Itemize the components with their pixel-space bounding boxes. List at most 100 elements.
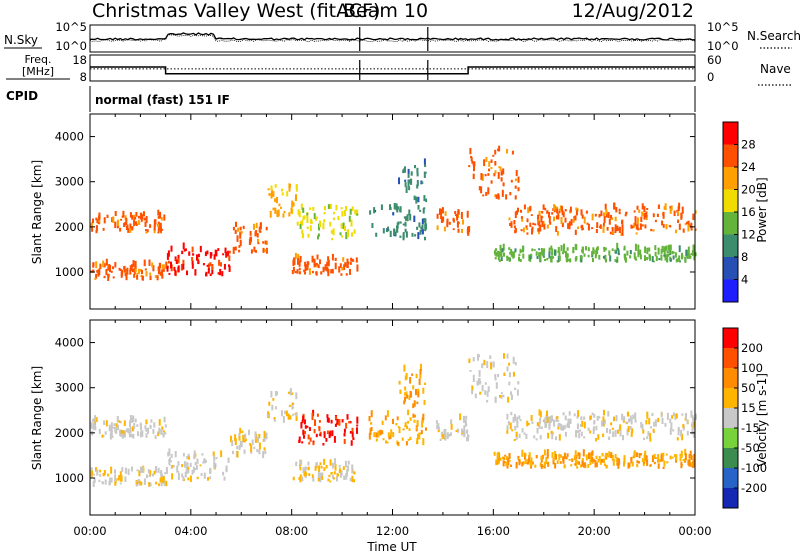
velocity-cell <box>497 460 500 464</box>
power-cell <box>103 275 106 279</box>
velocity-cell <box>201 453 204 456</box>
power-cell <box>157 216 160 219</box>
power-cell <box>278 203 281 207</box>
power-cell <box>330 230 333 234</box>
power-cell <box>342 257 345 262</box>
velocity-cell <box>351 468 354 474</box>
power-cell <box>159 222 162 230</box>
velocity-cell <box>171 464 174 468</box>
velocity-cell <box>419 369 422 375</box>
velocity-cell <box>499 457 502 461</box>
power-cell <box>144 221 147 227</box>
velocity-cell <box>369 428 372 435</box>
velocity-cell <box>688 453 691 458</box>
velocity-cell <box>323 467 326 472</box>
velocity-cell <box>508 453 511 459</box>
power-cell <box>297 260 300 265</box>
power-cell <box>126 267 129 275</box>
velocity-cell <box>591 450 594 456</box>
power-cell <box>660 254 663 261</box>
power-cell <box>644 246 647 254</box>
power-cell <box>538 221 541 227</box>
velocity-cell <box>583 416 586 420</box>
power-cell <box>125 274 128 281</box>
power-colorbar-segment <box>723 167 738 190</box>
velocity-colorbar-segment <box>723 448 738 469</box>
power-cell <box>118 267 121 271</box>
power-cell <box>546 224 549 229</box>
velocity-cell <box>411 373 414 376</box>
velocity-cell <box>187 453 190 457</box>
velocity-cell <box>552 458 555 465</box>
velocity-cell <box>515 461 518 469</box>
power-colorbar-segment <box>723 189 738 213</box>
power-cell <box>568 225 571 230</box>
power-cell <box>514 185 517 189</box>
velocity-cell <box>256 448 259 453</box>
velocity-cell <box>592 428 595 434</box>
velocity-cell <box>661 417 664 424</box>
velocity-cell <box>187 468 190 474</box>
power-cell <box>219 268 222 276</box>
velocity-cell <box>684 453 687 460</box>
power-cell <box>468 165 471 168</box>
power-cell <box>304 271 307 275</box>
velocity-cell <box>535 438 538 441</box>
power-cell <box>389 207 392 210</box>
power-cell <box>577 226 580 229</box>
power-cell <box>566 256 569 263</box>
velocity-cell <box>514 425 517 431</box>
x-tick-label: 16:00 <box>477 524 510 538</box>
power-cell <box>315 262 318 266</box>
power-cell <box>509 251 512 255</box>
velocity-cell <box>558 453 561 461</box>
power-cell <box>510 179 513 183</box>
velocity-cell <box>292 476 295 481</box>
velocity-cell <box>114 481 117 486</box>
velocity-cell <box>603 419 606 425</box>
power-cell <box>316 265 319 268</box>
velocity-cell <box>381 430 384 435</box>
velocity-cell <box>649 464 652 467</box>
velocity-x-ticks <box>89 320 696 515</box>
power-cell <box>232 247 235 254</box>
power-colorbar-segment <box>723 257 738 280</box>
power-cell <box>497 172 500 179</box>
power-cell <box>167 250 170 257</box>
power-cell <box>380 204 383 210</box>
velocity-cell <box>693 453 696 461</box>
power-cell <box>197 260 200 265</box>
noise-panel: N.Sky 10^5 10^0 10^5 10^0 N.Search <box>4 20 800 53</box>
power-cell <box>234 229 237 234</box>
velocity-cell <box>108 424 111 432</box>
velocity-cell <box>98 479 101 482</box>
power-cell <box>327 204 330 209</box>
velocity-cell <box>330 472 333 475</box>
power-cell <box>134 216 137 220</box>
velocity-cell <box>131 466 134 472</box>
power-cell <box>502 168 505 175</box>
x-tick-labels: 00:00 04:00 08:00 12:00 16:00 20:00 00:00 <box>73 524 711 538</box>
power-cell <box>213 254 216 260</box>
velocity-cell <box>514 361 517 366</box>
power-cell <box>637 251 640 258</box>
power-cell <box>167 260 170 264</box>
power-cell <box>457 221 460 225</box>
velocity-cell <box>566 453 569 457</box>
power-cell <box>510 248 513 253</box>
velocity-cell <box>621 413 624 421</box>
velocity-cell <box>539 435 542 440</box>
velocity-cell <box>692 417 695 423</box>
power-cell <box>283 210 286 214</box>
power-cell <box>478 186 481 191</box>
velocity-cell <box>405 391 408 397</box>
velocity-cell <box>516 421 519 428</box>
velocity-cell <box>592 458 595 463</box>
power-cell <box>421 224 424 232</box>
power-cell <box>137 268 140 275</box>
velocity-cell <box>289 415 292 420</box>
power-cell <box>207 263 210 270</box>
velocity-cell <box>172 465 175 468</box>
power-cell <box>337 216 340 221</box>
power-cell <box>136 272 139 275</box>
